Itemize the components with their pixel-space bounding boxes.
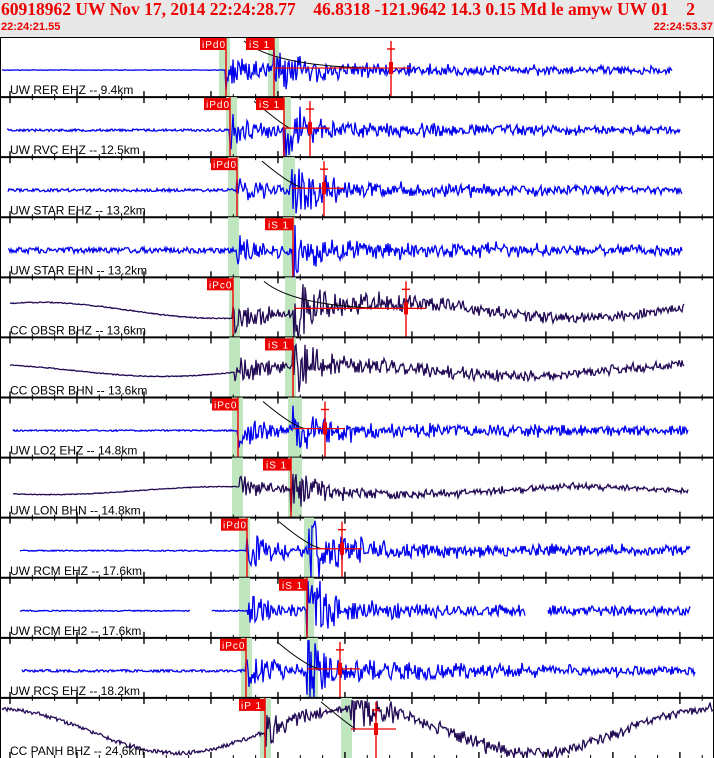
waveform (211, 580, 526, 636)
window-start-time: 22:24:21.55 (1, 21, 61, 33)
pick-window (341, 697, 352, 758)
station-label: UW RER EHZ -- 9.4km (10, 83, 133, 97)
p-pick-label: iPc0 (222, 641, 245, 652)
waveform (7, 106, 681, 158)
waveform (19, 520, 691, 578)
p-pick-label-box[interactable] (204, 98, 230, 111)
waveform (12, 405, 689, 449)
station-label: CC OBSR BHN -- 13.6km (10, 384, 147, 398)
trace-row[interactable]: iS 1 UW RCM EH2 -- 17.6km (0, 577, 714, 644)
coda-curve (263, 280, 387, 309)
s-pick-label-box[interactable] (265, 338, 293, 351)
waveform (19, 609, 191, 613)
waveform (21, 640, 696, 698)
coda-pick-box (404, 302, 408, 315)
window-end-time: 22:24:53.37 (653, 21, 713, 33)
trace-row[interactable]: iP 1 CC PANH BHZ -- 24.6km (1, 697, 714, 758)
pick-window (239, 517, 250, 578)
trace-row[interactable]: iPd0 UW STAR EHZ -- 13.2km (0, 157, 714, 224)
trace-row[interactable]: iPd0 iS 1 UW RER EHZ -- 9.4km (0, 37, 714, 104)
p-pick-label-box[interactable] (207, 278, 233, 291)
s-pick-label: iS 1 (268, 220, 289, 231)
s-pick-label: iS 1 (268, 340, 289, 351)
trace-row[interactable]: iPd0 iS 1 UW RVC EHZ -- 12.5km (0, 97, 714, 164)
pick-window (307, 637, 318, 698)
trace-row[interactable]: iS 1 UW LON BHN -- 14.8km (0, 457, 714, 524)
station-label: UW LO2 EHZ -- 14.8km (10, 444, 137, 458)
trace-row[interactable]: iPc0 UW LO2 EHZ -- 14.8km (0, 397, 714, 464)
waveform (1, 46, 673, 90)
p-pick-label: iP 1 (241, 701, 262, 712)
station-label: CC OBSR BHZ -- 13.6km (10, 323, 146, 337)
pick-window (226, 97, 237, 158)
seismogram-panel[interactable]: iPd0 iS 1 UW RER EHZ -- 9.4km iPd0 iS 1 UW RV… (0, 37, 714, 758)
station-label: UW LON BHN -- 14.8km (10, 504, 141, 518)
trace-row[interactable]: iPd0 UW RCM EHZ -- 17.6km (0, 517, 714, 584)
s-pick-label: iS 1 (249, 40, 270, 51)
p-pick-label-box[interactable] (211, 158, 237, 171)
pick-window (288, 397, 302, 458)
waveform (12, 473, 689, 513)
event-header: 60918962 UW Nov 17, 2014 22:24:28.77 46.… (0, 0, 714, 37)
pick-window (304, 517, 314, 578)
seismogram-traces[interactable]: iPd0 iS 1 UW RER EHZ -- 9.4km iPd0 iS 1 UW RV… (0, 37, 714, 758)
coda-pick-box (340, 542, 344, 555)
pick-window (228, 217, 239, 278)
waveform (9, 284, 685, 338)
coda-pick-box (322, 182, 326, 195)
event-title: 60918962 UW Nov 17, 2014 22:24:28.77 46.… (1, 0, 695, 19)
s-pick-label: iS 1 (282, 581, 303, 592)
p-pick-label-box[interactable] (221, 518, 247, 531)
pick-window (232, 457, 243, 518)
waveform (7, 225, 683, 279)
s-pick-label-box[interactable] (279, 578, 307, 591)
station-label: UW STAR EHZ -- 13.2km (10, 203, 146, 217)
station-label: CC PANH BHZ -- 24.6km (10, 744, 144, 758)
p-pick-label: iPd0 (213, 160, 237, 171)
p-pick-label-box[interactable] (212, 398, 238, 411)
coda-pick-box (374, 722, 378, 735)
station-label: UW STAR EHN -- 13.2km (10, 263, 147, 277)
pick-window (228, 157, 239, 218)
trace-row[interactable]: iPc0 CC OBSR BHZ -- 13.6km (0, 277, 714, 344)
pick-window (229, 277, 240, 338)
station-label: UW RVC EHZ -- 12.5km (10, 143, 140, 157)
p-pick-label: iPd0 (223, 521, 247, 532)
s-pick-label: iS 1 (259, 100, 280, 111)
p-pick-label-box[interactable] (220, 638, 246, 651)
pick-window (219, 37, 230, 98)
waveform (9, 341, 685, 393)
waveform (7, 168, 683, 214)
trace-row[interactable]: iS 1 UW STAR EHN -- 13.2km (0, 217, 714, 284)
coda-pick-box (338, 662, 342, 675)
pick-window (229, 337, 240, 398)
waveform (547, 604, 691, 618)
pick-window (239, 577, 250, 638)
p-pick-label: iPd0 (206, 100, 230, 111)
station-label: UW RCS EHZ -- 18.2km (10, 684, 140, 698)
s-pick-label-box[interactable] (246, 38, 274, 50)
s-pick-label-box[interactable] (256, 98, 284, 111)
p-pick-label-box[interactable] (239, 698, 265, 711)
s-pick-label-box[interactable] (265, 218, 293, 231)
trace-row[interactable]: iPc0 UW RCS EHZ -- 18.2km (0, 637, 714, 704)
waveform (1, 700, 714, 758)
station-label: UW RCM EH2 -- 17.6km (10, 624, 141, 638)
coda-pick-box (308, 122, 312, 135)
coda-pick-box (323, 422, 327, 435)
s-pick-label: iS 1 (266, 461, 287, 472)
trace-row[interactable]: iS 1 CC OBSR BHN -- 13.6km (0, 337, 714, 404)
pick-window (304, 577, 314, 638)
p-pick-label-box[interactable] (200, 38, 226, 50)
p-pick-label: iPd0 (202, 40, 226, 51)
pick-window (285, 277, 296, 338)
p-pick-label: iPc0 (209, 280, 232, 291)
s-pick-label-box[interactable] (263, 458, 291, 471)
station-label: UW RCM EHZ -- 17.6km (10, 564, 142, 578)
p-pick-label: iPc0 (214, 401, 237, 412)
coda-pick-box (389, 62, 393, 75)
